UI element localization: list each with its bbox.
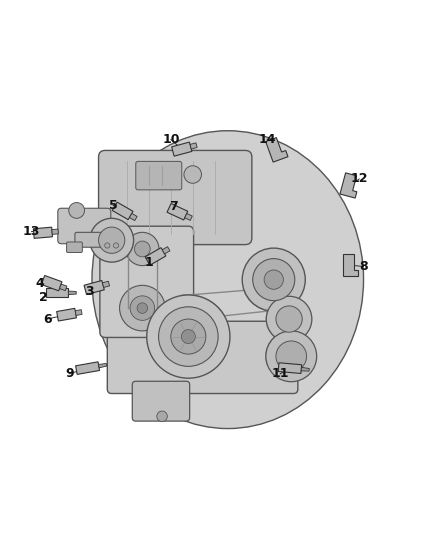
Polygon shape [33,227,53,238]
Circle shape [171,319,206,354]
FancyBboxPatch shape [132,381,190,421]
Circle shape [159,307,218,366]
Circle shape [120,285,165,331]
Polygon shape [99,364,107,368]
Text: 4: 4 [35,277,44,289]
Text: 14: 14 [258,133,276,146]
Text: 13: 13 [23,225,40,238]
Polygon shape [340,173,357,198]
Circle shape [264,270,283,289]
Circle shape [137,303,148,313]
Polygon shape [172,142,192,156]
Polygon shape [46,288,68,297]
Polygon shape [42,276,62,291]
Polygon shape [57,308,77,321]
Polygon shape [84,280,104,295]
Polygon shape [301,367,309,371]
Polygon shape [75,310,82,316]
Text: 6: 6 [43,312,52,326]
Circle shape [253,259,295,301]
FancyBboxPatch shape [67,242,82,253]
Text: 1: 1 [145,256,153,269]
Polygon shape [112,202,133,220]
Ellipse shape [92,131,364,429]
Circle shape [276,341,307,372]
Circle shape [126,232,159,265]
Polygon shape [145,248,166,265]
Circle shape [134,241,150,257]
Text: 8: 8 [359,260,368,273]
Text: 5: 5 [109,199,117,212]
Polygon shape [60,284,67,290]
Text: 12: 12 [350,172,368,185]
FancyBboxPatch shape [58,208,111,244]
Polygon shape [167,204,188,220]
Circle shape [113,243,119,248]
Polygon shape [185,213,192,221]
Text: 2: 2 [39,290,47,304]
Circle shape [184,166,201,183]
Polygon shape [266,138,288,162]
Circle shape [266,331,317,382]
Text: 9: 9 [65,367,74,381]
Polygon shape [102,281,110,287]
Circle shape [181,329,195,344]
FancyBboxPatch shape [100,226,194,337]
Circle shape [105,243,110,248]
Polygon shape [76,362,99,374]
Polygon shape [343,254,358,276]
Polygon shape [68,291,76,295]
FancyBboxPatch shape [99,150,252,245]
Text: 7: 7 [169,200,177,213]
Circle shape [130,296,155,320]
Circle shape [69,203,85,219]
FancyBboxPatch shape [75,232,111,247]
Circle shape [99,227,125,253]
Circle shape [242,248,305,311]
Polygon shape [190,143,197,149]
Circle shape [266,296,312,342]
FancyBboxPatch shape [136,161,182,190]
Text: 10: 10 [162,133,180,146]
Circle shape [147,295,230,378]
Text: 3: 3 [85,285,94,298]
Text: 11: 11 [272,367,289,381]
Circle shape [157,411,167,422]
Circle shape [90,219,134,262]
Circle shape [276,306,302,332]
Polygon shape [162,247,170,254]
Polygon shape [52,229,58,235]
FancyBboxPatch shape [107,321,298,393]
Polygon shape [278,363,302,374]
Polygon shape [129,213,137,221]
